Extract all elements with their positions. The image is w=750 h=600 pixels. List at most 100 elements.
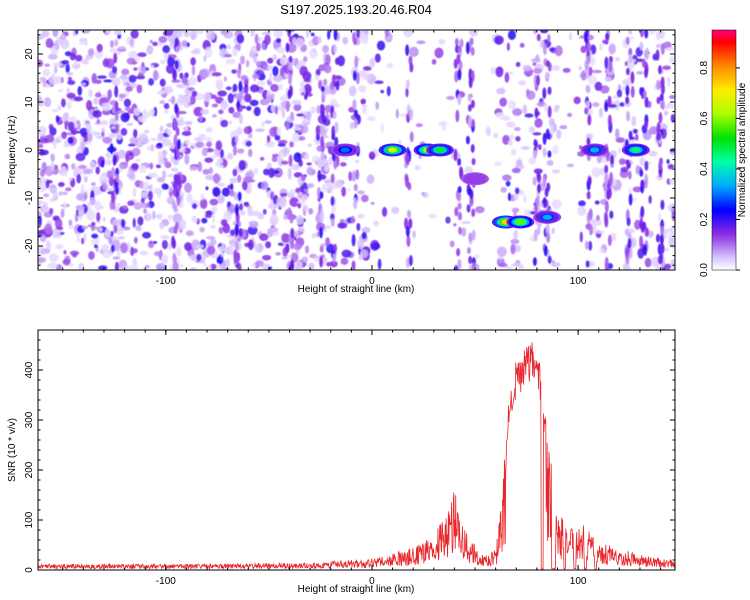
streak-speck [660,199,665,210]
streak-speck [468,76,473,89]
noise-speck [121,265,131,270]
noise-speck [206,136,213,143]
noise-speck [399,113,409,117]
noise-speck [536,101,547,107]
noise-speck [297,202,302,209]
noise-speck [216,158,224,165]
streak-speck [545,128,550,140]
streak-speck [114,101,119,112]
noise-speck [98,227,103,232]
noise-speck [212,187,221,198]
noise-speck [273,30,283,38]
streak-speck [176,194,181,206]
noise-speck [187,76,198,86]
snr-series-line [38,342,675,570]
streak-speck [467,93,472,103]
noise-speck [275,252,281,256]
noise-speck [83,141,92,145]
streak-speck [587,176,592,186]
noise-speck [277,139,288,145]
x-tick-label: 0 [369,276,375,287]
noise-speck [169,41,174,50]
noise-speck [76,232,80,243]
noise-speck [295,214,304,225]
noise-speck [163,103,170,110]
streak-speck [546,232,551,244]
noise-speck [278,83,283,91]
noise-speck [44,223,53,235]
noise-speck [204,157,214,163]
noise-speck [45,240,52,251]
noise-speck [263,168,270,176]
noise-speck [591,167,601,178]
noise-speck [537,144,542,151]
feature-blob [506,215,535,229]
noise-speck [366,174,375,184]
noise-speck [168,186,173,192]
noise-speck [286,42,297,53]
streak-speck [466,204,471,213]
streak-speck [585,100,590,109]
noise-speck [85,120,90,125]
noise-speck [191,215,198,223]
streak-speck [532,149,537,159]
noise-speck [291,132,300,143]
noise-speck [342,156,350,161]
noise-speck [294,123,301,128]
noise-speck [91,73,97,84]
noise-speck [180,94,190,106]
noise-speck [118,93,127,98]
streak-speck [111,166,116,178]
noise-speck [130,30,139,39]
noise-speck [111,126,116,130]
noise-speck [274,170,280,174]
noise-speck [49,184,57,194]
noise-speck [380,89,385,94]
streak-speck [586,137,591,146]
noise-speck [172,261,179,270]
streak-speck [319,123,324,137]
streak-speck [547,105,552,118]
noise-speck [120,242,128,254]
noise-speck [664,228,673,233]
noise-speck [89,196,96,206]
noise-speck [340,257,349,265]
streak-speck [657,132,662,141]
streak-speck [239,113,244,125]
noise-speck [61,191,68,196]
noise-speck [508,140,513,145]
noise-speck [226,44,231,50]
streak-speck [457,202,462,210]
streak-speck [171,95,176,105]
noise-speck [511,167,521,174]
noise-speck [615,128,620,139]
noise-speck [358,85,367,93]
noise-speck [409,46,419,58]
noise-speck [276,126,281,136]
noise-speck [312,48,316,53]
noise-speck [83,233,87,242]
noise-speck [38,257,47,263]
streak-speck [408,254,413,267]
noise-speck [225,58,236,65]
streak-speck [111,191,116,203]
noise-speck [185,139,191,144]
spectrogram-xlabel: Height of straight line (km) [298,284,415,295]
noise-speck [464,166,474,175]
noise-speck [367,115,376,122]
noise-speck [620,166,629,173]
noise-speck [49,253,59,263]
noise-speck [505,121,516,128]
noise-speck [89,160,96,171]
noise-speck [127,200,135,206]
streak-speck [319,191,324,199]
noise-speck [240,75,248,81]
noise-speck [77,85,83,96]
noise-speck [129,264,139,270]
noise-speck [232,111,242,119]
noise-speck [391,206,400,214]
noise-speck [473,254,480,259]
noise-speck [310,106,316,115]
noise-speck [532,62,537,66]
noise-speck [281,233,291,243]
